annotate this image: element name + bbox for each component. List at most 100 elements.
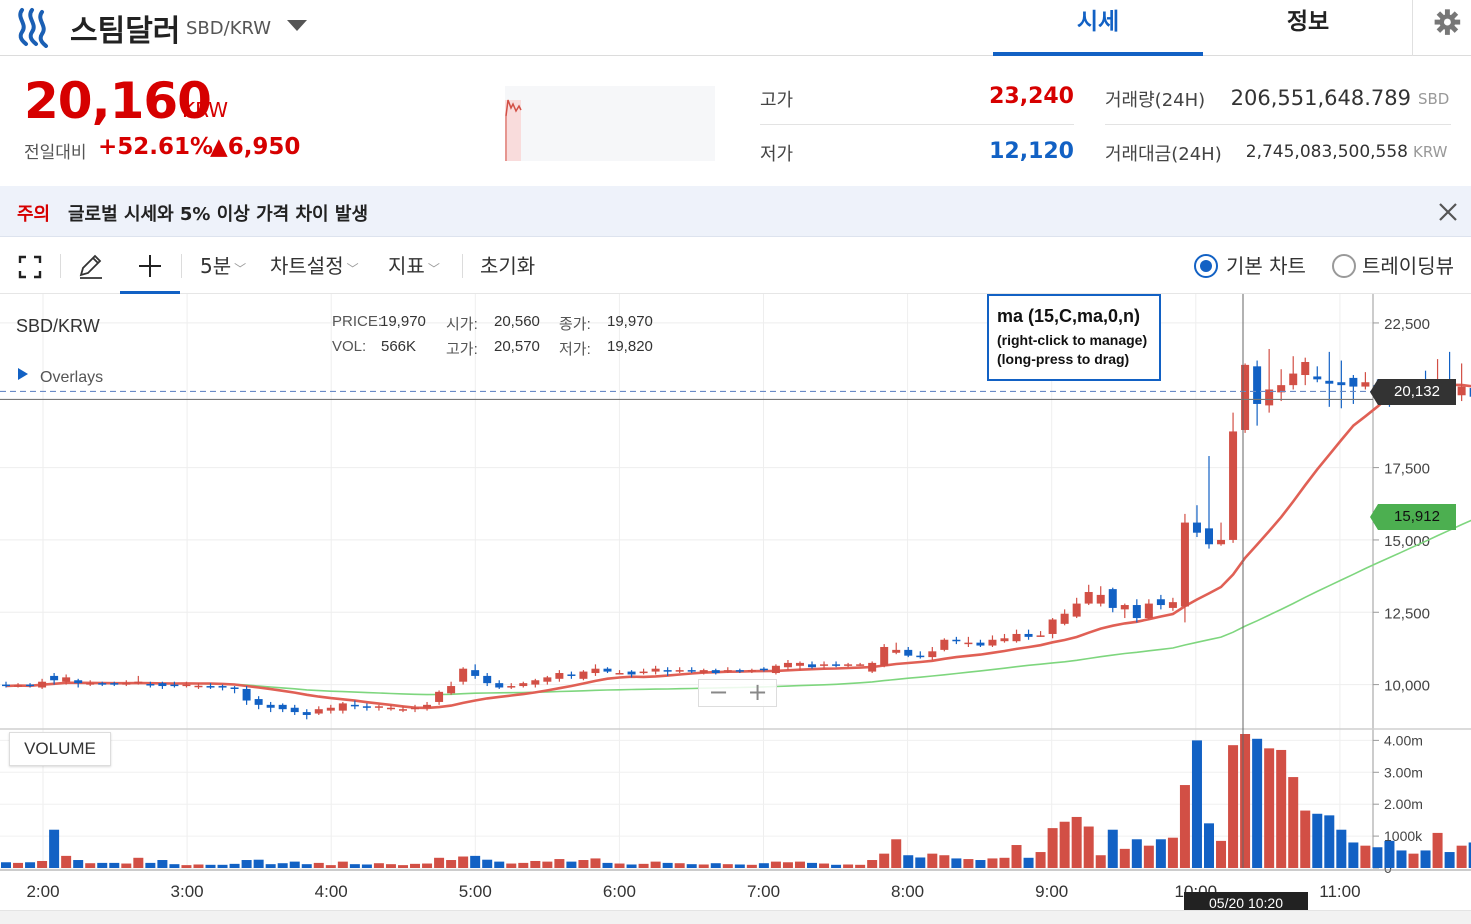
candle-body bbox=[266, 704, 275, 708]
volume-bar bbox=[1252, 738, 1263, 868]
chart-settings-label: 차트설정 bbox=[270, 254, 344, 278]
volume-bar bbox=[121, 863, 132, 868]
candle-body bbox=[74, 680, 83, 684]
volume-tick-label: 2.00m bbox=[1384, 796, 1423, 812]
volume-bar bbox=[1059, 821, 1070, 868]
candle-body bbox=[242, 688, 251, 701]
volume-bar bbox=[434, 857, 445, 868]
candle-body bbox=[603, 668, 612, 672]
candle-body bbox=[507, 686, 516, 688]
volume-bar bbox=[193, 864, 204, 868]
toolbar-separator bbox=[181, 254, 182, 278]
radio-basic-chart-label[interactable]: 기본 차트 bbox=[1226, 254, 1306, 278]
volume-bar bbox=[145, 862, 156, 868]
candle-body bbox=[591, 668, 600, 674]
candle-body bbox=[1036, 635, 1045, 637]
candle-body bbox=[627, 671, 636, 675]
candle-body bbox=[1313, 376, 1322, 380]
indicators-dropdown[interactable]: 지표 ﹀ bbox=[388, 250, 440, 279]
candle-body bbox=[86, 683, 95, 685]
volume-bar bbox=[867, 860, 878, 868]
close-icon[interactable] bbox=[1436, 200, 1460, 224]
volume-bar bbox=[61, 855, 72, 868]
overlays-label[interactable]: Overlays bbox=[40, 369, 104, 386]
volume-bar bbox=[915, 857, 926, 868]
chart-canvas[interactable]: 2:003:004:005:006:007:008:009:0010:0011:… bbox=[0, 294, 1471, 910]
volume-bar bbox=[999, 857, 1010, 868]
volume-panel-label[interactable]: VOLUME bbox=[9, 732, 111, 766]
last-price-badge-text: 20,132 bbox=[1394, 383, 1440, 400]
change-label: 전일대비 bbox=[24, 143, 87, 163]
volume-bar bbox=[590, 858, 601, 868]
volume-bar bbox=[758, 863, 769, 868]
tab-info[interactable]: 정보 bbox=[1286, 9, 1330, 35]
zoom-out-button[interactable]: − bbox=[708, 678, 729, 706]
pair-dropdown-caret-icon[interactable] bbox=[287, 20, 307, 31]
volume-bar bbox=[1179, 785, 1190, 868]
volume-bar bbox=[349, 864, 360, 868]
ma-study-tooltip[interactable]: ma (15,C,ma,0,n) (right-click to manage)… bbox=[987, 294, 1161, 381]
horizontal-scrollbar[interactable] bbox=[0, 910, 1471, 924]
candle-body bbox=[302, 712, 311, 715]
volume-bar bbox=[1, 862, 11, 868]
chart-settings-dropdown[interactable]: 차트설정 ﹀ bbox=[270, 250, 359, 279]
crosshair-tool[interactable] bbox=[120, 238, 180, 294]
volume-bar bbox=[951, 858, 962, 868]
candle-body bbox=[579, 671, 588, 679]
volume-bar bbox=[1336, 829, 1347, 868]
volume-bar bbox=[542, 861, 553, 868]
volume-24h-label: 거래량(24H) bbox=[1105, 90, 1206, 111]
gear-icon[interactable] bbox=[1412, 0, 1471, 56]
volume-bar bbox=[482, 859, 493, 868]
tab-market[interactable]: 시세 bbox=[993, 0, 1203, 56]
candle-body bbox=[699, 670, 708, 674]
volume-bar bbox=[554, 859, 565, 868]
candle-body bbox=[1072, 603, 1081, 617]
candle-body bbox=[1217, 539, 1226, 545]
fullscreen-icon[interactable] bbox=[18, 255, 42, 279]
radio-tradingview[interactable] bbox=[1332, 254, 1356, 278]
volume-bar bbox=[1107, 829, 1118, 868]
price-chart[interactable]: 2:003:004:005:006:007:008:009:0010:0011:… bbox=[0, 294, 1471, 914]
price-tick-label: 12,500 bbox=[1384, 605, 1430, 622]
stat-divider-2 bbox=[1105, 124, 1451, 125]
radio-basic-chart[interactable] bbox=[1194, 254, 1218, 278]
volume-bar bbox=[1300, 810, 1311, 868]
volume-bar bbox=[963, 859, 974, 868]
reset-button[interactable]: 초기화 bbox=[480, 254, 536, 278]
candle-body bbox=[218, 686, 227, 688]
zoom-in-button[interactable]: + bbox=[747, 678, 768, 706]
candle-body bbox=[1289, 373, 1298, 386]
volume-bar bbox=[578, 860, 589, 868]
candle-body bbox=[783, 662, 792, 668]
pencil-icon[interactable] bbox=[76, 252, 104, 280]
volume-bar bbox=[1240, 734, 1251, 868]
amount-24h-label: 거래대금(24H) bbox=[1105, 144, 1222, 165]
volume-bar bbox=[25, 862, 36, 868]
volume-bar bbox=[879, 853, 890, 868]
volume-bar bbox=[987, 858, 998, 868]
volume-bar bbox=[85, 863, 96, 868]
volume-bar bbox=[831, 864, 842, 868]
candle-body bbox=[1325, 380, 1334, 384]
interval-dropdown[interactable]: 5분 ﹀ bbox=[200, 250, 246, 279]
volume-bar bbox=[277, 863, 288, 868]
volume-bar bbox=[470, 855, 481, 868]
indicators-label: 지표 bbox=[388, 254, 425, 278]
volume-bar bbox=[843, 864, 854, 868]
volume-tick-label: 3.00m bbox=[1384, 764, 1423, 780]
overlays-toggle[interactable] bbox=[18, 368, 30, 380]
volume-bar bbox=[1276, 749, 1287, 868]
amount-unit: KRW bbox=[1413, 143, 1448, 161]
candle-body bbox=[723, 670, 732, 672]
volume-bar bbox=[1420, 850, 1431, 868]
candle-body bbox=[182, 684, 191, 687]
volume-bar bbox=[1155, 839, 1166, 868]
volume-bar bbox=[205, 864, 216, 868]
candle-body bbox=[543, 677, 552, 682]
volume-bar bbox=[855, 864, 866, 868]
radio-tradingview-label[interactable]: 트레이딩뷰 bbox=[1362, 254, 1454, 278]
candle-body bbox=[1096, 594, 1105, 604]
volume-bar bbox=[819, 863, 830, 868]
volume-24h-value: 206,551,648.789 bbox=[1230, 86, 1411, 110]
